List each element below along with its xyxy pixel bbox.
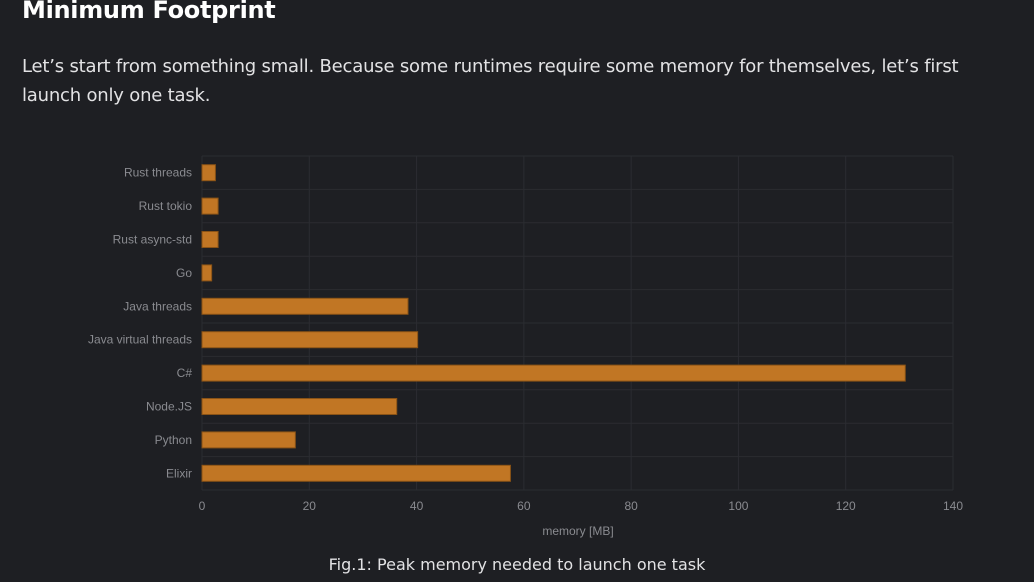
category-label: Node.JS <box>146 400 192 414</box>
category-label: Rust async-std <box>113 233 192 247</box>
bar <box>201 197 219 215</box>
bar <box>201 398 398 415</box>
x-tick-label: 100 <box>728 499 748 513</box>
x-tick-label: 20 <box>303 499 317 513</box>
memory-bar-chart: Rust threads Rust tokio Rust async-std Go Ja… <box>88 155 964 538</box>
x-tick-label: 40 <box>410 499 424 513</box>
bar <box>201 464 511 482</box>
bar <box>201 431 296 449</box>
x-tick-label: 80 <box>624 499 638 513</box>
intro-paragraph: Let’s start from something small. Becaus… <box>22 56 959 106</box>
x-tick-label: 140 <box>943 499 963 513</box>
category-label: Java virtual threads <box>88 333 192 347</box>
category-label: Java threads <box>123 299 192 313</box>
x-tick-labels: 0 20 40 60 80 100 120 140 <box>199 499 964 513</box>
bar <box>201 264 213 282</box>
x-tick-label: 120 <box>836 499 856 513</box>
category-label: Rust threads <box>124 166 192 180</box>
category-label: Rust tokio <box>139 199 193 213</box>
category-label: Go <box>176 266 192 280</box>
bar <box>201 297 409 315</box>
bar <box>201 164 216 182</box>
category-labels: Rust threads Rust tokio Rust async-std Go Ja… <box>88 166 192 481</box>
x-tick-label: 60 <box>517 499 531 513</box>
bar <box>201 364 906 382</box>
x-tick-label: 0 <box>199 499 206 513</box>
category-label: Python <box>155 433 192 447</box>
x-axis-title: memory [MB] <box>542 524 613 538</box>
bars <box>201 164 906 482</box>
category-label: C# <box>177 366 193 380</box>
bar <box>201 231 219 248</box>
category-label: Elixir <box>166 466 192 480</box>
bar <box>201 331 419 349</box>
page-title: Minimum Footprint <box>22 0 276 24</box>
figure-caption: Fig.1: Peak memory needed to launch one … <box>328 555 706 574</box>
grid-lines <box>201 155 954 491</box>
